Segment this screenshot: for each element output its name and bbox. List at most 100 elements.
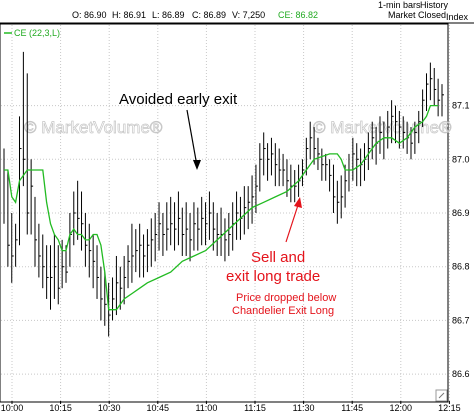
price-bar (243, 186, 247, 235)
price-bar (344, 164, 348, 208)
price-bar (232, 202, 235, 251)
header-volume: V: 7,250 (232, 10, 265, 20)
chart-grid (1, 25, 450, 401)
price-bar (158, 202, 162, 251)
chandelier-exit-series (4, 104, 439, 311)
annotation-avoided-arrow (186, 109, 198, 167)
price-bar (42, 234, 45, 289)
ce-line (4, 104, 439, 311)
price-bar (38, 223, 41, 278)
resize-grip[interactable] (435, 389, 448, 402)
price-bar (236, 191, 239, 240)
price-bar (88, 223, 92, 278)
price-bar (352, 137, 355, 181)
x-tick-label: 10:15 (49, 403, 72, 413)
price-bar (286, 159, 289, 197)
y-axis: 87.1 87.0 86.9 86.8 86.7 86.6 (452, 101, 470, 380)
price-bar (166, 202, 169, 251)
price-bar (139, 223, 142, 278)
price-bar (379, 116, 382, 154)
price-bar (61, 239, 65, 289)
header-status: Market Closed (388, 10, 446, 20)
price-bar (189, 213, 193, 262)
price-bar (371, 121, 375, 160)
price-bar (360, 148, 363, 187)
price-bar (69, 213, 72, 267)
price-bar (177, 191, 181, 246)
price-bar (197, 207, 200, 251)
x-tick-label: 11:30 (293, 403, 315, 413)
legend: CE (22,3,L) (4, 28, 60, 38)
price-bar (50, 245, 53, 310)
price-bar (170, 196, 173, 246)
price-bar (7, 170, 10, 267)
y-tick-label: 86.6 (452, 369, 470, 379)
price-bar (96, 245, 100, 299)
annotation-note-line2: Chandelier Exit Long (232, 305, 334, 317)
price-bar (367, 132, 371, 171)
price-bar (201, 196, 204, 246)
price-bar (391, 100, 394, 144)
price-bar (73, 191, 76, 246)
price-bar (53, 234, 57, 299)
price-bar (212, 202, 216, 251)
price-bar (150, 218, 154, 267)
price-bar (104, 272, 107, 326)
price-bar (259, 143, 262, 192)
x-tick-label: 11:00 (195, 403, 217, 413)
chart-header: O: 86.90 H: 86.91 L: 86.89 C: 86.89 V: 7… (0, 0, 474, 24)
watermark-right: © MarketVolume® (313, 118, 452, 137)
annotation-note-line1: Price dropped below (236, 292, 336, 304)
header-history-link[interactable]: History (420, 0, 449, 10)
price-bar (162, 213, 165, 256)
x-tick-label: 11:15 (244, 403, 266, 413)
annotation-sell-arrow (285, 201, 300, 243)
price-bar (154, 213, 158, 262)
price-bar (22, 51, 26, 187)
price-bar (282, 153, 286, 187)
watermarks: © MarketVolume® © MarketVolume® (24, 118, 453, 138)
price-bar (181, 207, 185, 256)
header-close: C: 86.89 (192, 10, 226, 20)
x-axis: 10:00 10:15 10:30 10:45 11:00 11:15 11:30 11:45… (1, 401, 461, 413)
price-bar (321, 148, 324, 181)
annotation-avoided-text: Avoided early exit (119, 91, 238, 108)
price-bar (325, 153, 328, 181)
header-bars: 1-min bars (378, 0, 421, 10)
price-bar (193, 202, 196, 251)
y-tick-label: 86.8 (452, 262, 470, 272)
price-bar (34, 196, 38, 267)
price-bar (205, 202, 208, 246)
x-tick-label: 10:00 (1, 403, 24, 413)
plot-frame (0, 23, 449, 403)
price-bar (336, 180, 340, 224)
x-tick-label: 10:30 (98, 403, 121, 413)
x-tick-label: 12:15 (438, 403, 461, 413)
price-bar (220, 207, 224, 256)
price-bar (174, 202, 177, 251)
price-bar (429, 62, 433, 101)
price-bar (398, 110, 402, 149)
price-bar (46, 245, 49, 299)
watermark-left: © MarketVolume® (24, 118, 163, 137)
price-bar (228, 213, 231, 256)
price-bar (294, 170, 297, 203)
price-bar (30, 159, 34, 235)
x-tick-label: 12:00 (390, 403, 413, 413)
price-bar (363, 143, 367, 181)
price-bar (433, 67, 437, 106)
price-bar (26, 73, 30, 235)
header-low: L: 86.89 (152, 10, 185, 20)
price-bar (119, 266, 123, 310)
header-ce: CE: 86.82 (278, 10, 318, 20)
price-bar (270, 137, 274, 176)
price-bar (402, 116, 406, 149)
price-bar (340, 175, 344, 219)
price-bar (247, 186, 251, 230)
y-tick-label: 86.9 (452, 208, 470, 218)
y-tick-label: 87.0 (452, 154, 470, 164)
price-bar (309, 121, 313, 160)
price-bar (3, 148, 6, 224)
price-bar (441, 84, 444, 117)
